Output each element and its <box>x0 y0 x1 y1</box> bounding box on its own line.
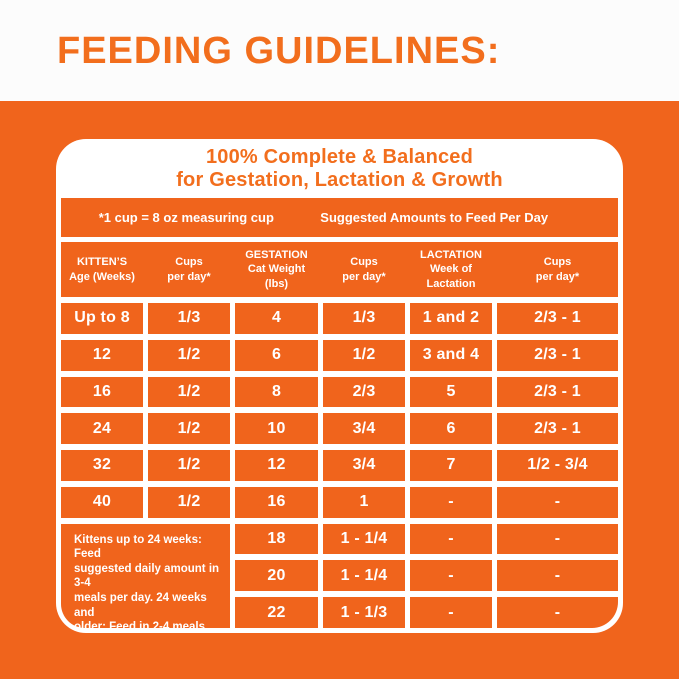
table-cell: 1 and 2 <box>410 303 492 334</box>
table-cell: 24 <box>61 413 143 445</box>
table-cell: - <box>410 486 492 518</box>
table-cell: 16 <box>235 486 318 518</box>
page-title: FEEDING GUIDELINES: <box>57 29 501 72</box>
table-cell: 12 <box>235 450 318 481</box>
table-cell: 10 <box>235 413 318 445</box>
header-lactation-cups: Cups per day* <box>535 256 580 283</box>
table-cell: 1 <box>323 486 405 518</box>
table-cell: - <box>497 560 618 592</box>
suggested-amounts-label: Suggested Amounts to Feed Per Day <box>320 210 549 225</box>
feeding-note: Kittens up to 24 weeks: Feed suggested d… <box>61 523 230 633</box>
table-cell: 12 <box>61 339 143 371</box>
table-cell: 1/2 <box>148 450 230 481</box>
feeding-table: Up to 8 1/3 4 1/3 1 and 2 2/3 - 1 12 1/2… <box>61 303 618 633</box>
card-title-line2: for Gestation, Lactation & Growth <box>176 168 503 191</box>
table-cell: 6 <box>410 413 492 445</box>
table-cell: - <box>410 597 492 628</box>
table-cell: 1/2 - 3/4 <box>497 450 618 481</box>
table-cell: - <box>410 560 492 592</box>
table-cell: 2/3 - 1 <box>497 339 618 371</box>
card-content: *1 cup = 8 oz measuring cup Suggested Am… <box>56 198 623 633</box>
table-cell: - <box>497 523 618 555</box>
table-cell: 5 <box>410 376 492 408</box>
header-gestation-weight: GESTATION Cat Weight (lbs) <box>245 249 308 290</box>
table-cell: 2/3 - 1 <box>497 413 618 445</box>
table-cell: - <box>410 523 492 555</box>
table-cell: 1/2 <box>148 486 230 518</box>
table-cell: 1/3 <box>323 303 405 334</box>
table-cell: - <box>497 597 618 628</box>
table-cell: Up to 8 <box>61 303 143 334</box>
table-cell: 1 - 1/4 <box>323 560 405 592</box>
measuring-strip: *1 cup = 8 oz measuring cup Suggested Am… <box>61 198 618 237</box>
table-cell: 1/2 <box>148 413 230 445</box>
header-gestation-cups: Cups per day* <box>342 256 386 283</box>
header-kitten-cups: Cups per day* <box>167 256 211 283</box>
card-title-line1: 100% Complete & Balanced <box>205 146 474 169</box>
table-cell: 1/2 <box>323 339 405 371</box>
table-cell: 16 <box>61 376 143 408</box>
top-band: FEEDING GUIDELINES: <box>0 0 679 101</box>
table-cell: 3 and 4 <box>410 339 492 371</box>
table-cell: 1/2 <box>148 376 230 408</box>
table-cell: 3/4 <box>323 450 405 481</box>
table-cell: 18 <box>235 523 318 555</box>
table-cell: 32 <box>61 450 143 481</box>
guidelines-card: 100% Complete & Balanced for Gestation, … <box>56 139 623 633</box>
table-cell: 3/4 <box>323 413 405 445</box>
table-cell: 2/3 - 1 <box>497 303 618 334</box>
header-lactation-week: LACTATION Week of Lactation <box>420 249 482 290</box>
table-cell: 1/3 <box>148 303 230 334</box>
table-cell: 4 <box>235 303 318 334</box>
cup-measure-note: *1 cup = 8 oz measuring cup <box>98 210 274 225</box>
table-cell: 40 <box>61 486 143 518</box>
table-cell: 7 <box>410 450 492 481</box>
table-cell: 2/3 - 1 <box>497 376 618 408</box>
table-cell: 8 <box>235 376 318 408</box>
table-cell: 6 <box>235 339 318 371</box>
orange-background: 100% Complete & Balanced for Gestation, … <box>0 101 679 679</box>
table-cell: 20 <box>235 560 318 592</box>
table-cell: 2/3 <box>323 376 405 408</box>
table-cell: 1 - 1/3 <box>323 597 405 628</box>
card-title: 100% Complete & Balanced for Gestation, … <box>56 139 623 198</box>
table-cell: 1 - 1/4 <box>323 523 405 555</box>
table-cell: 22 <box>235 597 318 628</box>
header-kitten-age: KITTEN’S Age (Weeks) <box>69 256 135 283</box>
table-header-row: KITTEN’S Age (Weeks) Cups per day* GESTA… <box>61 242 618 297</box>
table-cell: 1/2 <box>148 339 230 371</box>
table-cell: - <box>497 486 618 518</box>
